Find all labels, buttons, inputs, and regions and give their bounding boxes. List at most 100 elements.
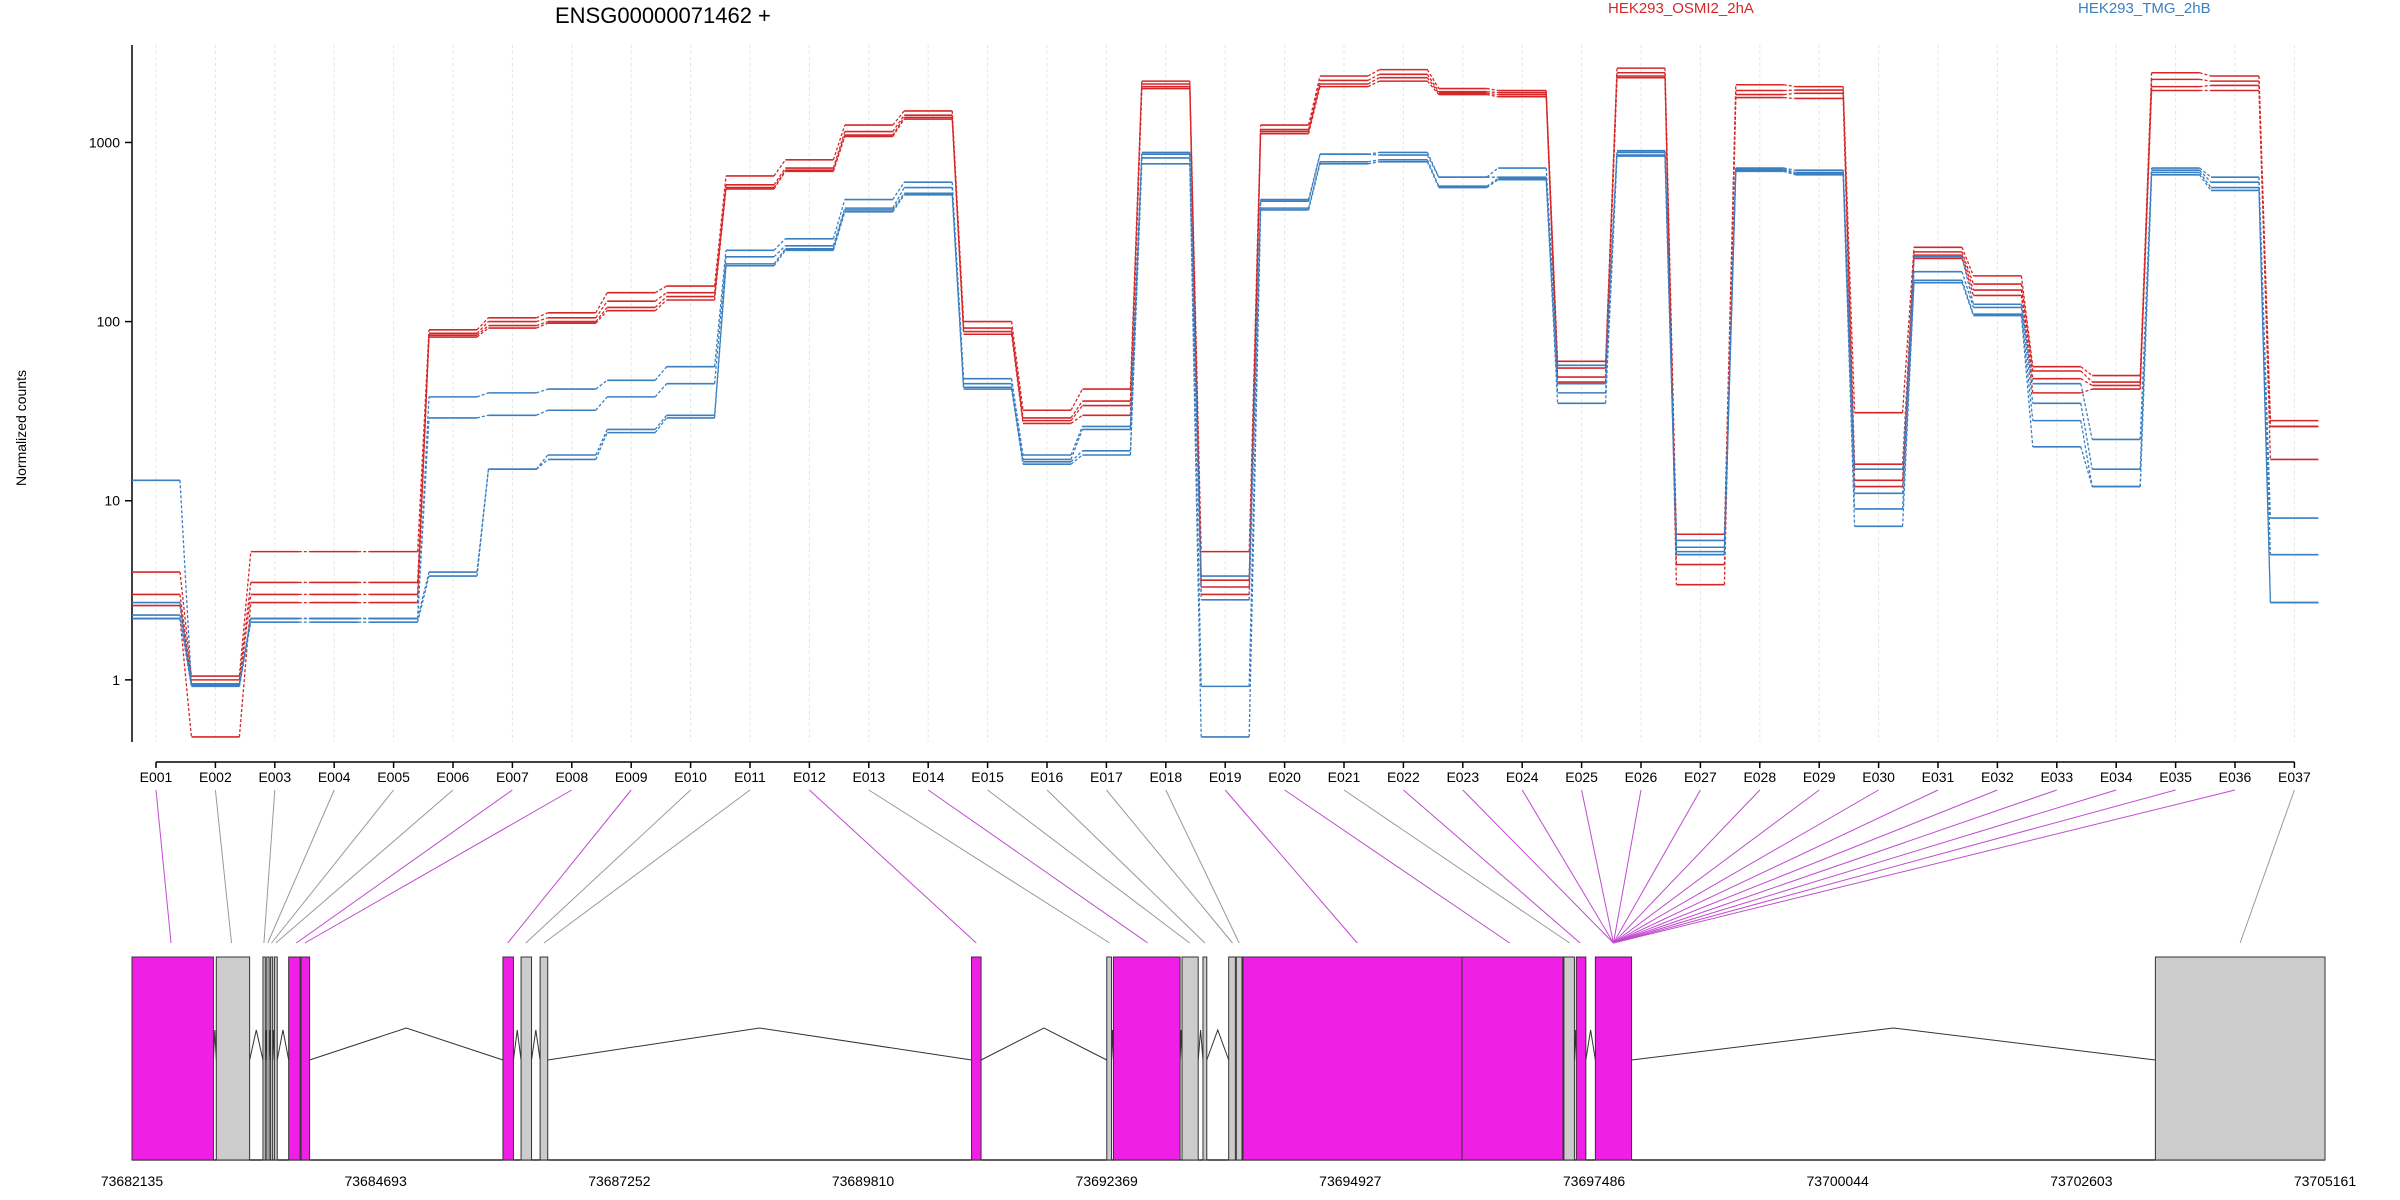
series-connector [832,136,846,172]
series-connector [2199,78,2212,82]
series-connector [2258,90,2272,427]
connector-E011 [543,789,751,944]
connector-E032 [1613,789,1998,944]
series-connector [1367,73,1380,81]
series-connector [1783,167,1796,171]
series-connector [654,292,667,302]
series-connector [892,181,905,200]
exon-label-E018: E018 [1149,769,1182,785]
series-connector [2080,370,2093,383]
series-connector [773,167,786,186]
exon-label-E022: E022 [1387,769,1420,785]
series-connector [1426,69,1440,89]
y-tick-label: 1000 [89,134,120,150]
connector-E019 [1224,789,1358,944]
series-connector [1367,77,1380,85]
intron-line [249,1029,264,1061]
series-connector [654,383,668,398]
series-connector [416,337,430,603]
series-connector [1070,400,1083,419]
exon-block-3 [266,956,270,1161]
series-connector [1010,383,1024,460]
intron-line [1197,1029,1204,1061]
connector-E007 [296,789,513,944]
series-connector [1426,80,1440,96]
series-connector [595,292,608,314]
series-connector [1723,171,1737,555]
series-connector [2139,174,2153,487]
series-connector [1367,159,1380,163]
series-connector [892,118,905,137]
series-connector [238,551,252,677]
series-connector [238,622,252,687]
series-connector [1664,156,1678,555]
series-connector [1307,80,1321,130]
series-connector [2199,169,2212,183]
series-connector [1901,280,1915,509]
intron-line [547,1027,972,1061]
y-tick-label: 1 [112,672,120,688]
connector-E006 [275,789,454,944]
series-connector [2258,190,2272,603]
series-connector [2020,295,2034,393]
exon-label-E030: E030 [1862,769,1895,785]
series-connector [595,310,608,324]
connector-E010 [525,789,691,944]
series-connector [713,250,727,367]
exon-block-16 [1228,956,1236,1161]
intron-line [1206,1028,1230,1061]
intron-line [1631,1027,2156,1061]
series-connector [1010,321,1024,411]
genomic-coordinate-label: 73692369 [1076,1173,1139,1189]
genomic-coordinate-label: 73687252 [588,1173,651,1189]
series-connector [1604,155,1618,404]
exon-label-E021: E021 [1328,769,1361,785]
series-connector [1486,92,1499,96]
series-connector [476,392,489,398]
series-connector [1189,163,1202,737]
exon-label-E006: E006 [437,769,470,785]
connector-E004 [267,789,335,944]
series-connector [536,322,549,329]
series-connector [1248,201,1262,600]
connector-E002 [214,789,233,944]
series-connector [416,575,430,623]
series-connector [179,618,193,687]
exon-label-E032: E032 [1981,769,2014,785]
series-connector [595,432,608,460]
exon-block-13 [1112,956,1181,1161]
series-connector [535,454,549,470]
exon-block-0 [131,956,214,1161]
series-connector [773,159,786,177]
series-connector [595,300,608,319]
series-connector [1486,93,1499,98]
series-connector [2080,366,2093,377]
connector-E013 [868,789,1110,944]
series-connector [536,312,549,319]
exon-block-6 [288,956,301,1161]
connector-E023 [1462,789,1614,944]
genomic-coordinate-label: 73705161 [2294,1173,2357,1189]
series-connector [951,194,965,390]
exon-block-19 [1461,956,1564,1161]
series-connector [476,325,489,336]
exon-label-E004: E004 [318,769,351,785]
series-connector [1783,169,1796,175]
exon-block-8 [502,956,514,1161]
exon-label-E017: E017 [1090,769,1123,785]
exon-label-E014: E014 [912,769,945,785]
exon-block-1 [215,956,251,1161]
connector-E024 [1521,789,1614,944]
series-connector [1783,92,1796,96]
exon-label-E011: E011 [734,769,766,785]
series-connector [1842,90,1856,465]
series-connector [2020,275,2034,367]
exon-block-10 [539,956,549,1161]
series-connector [1189,157,1202,687]
connector-E018 [1165,789,1240,944]
series-connector [2258,81,2272,427]
series-connector [892,192,905,211]
series-connector [2080,446,2093,487]
exon-label-E023: E023 [1446,769,1479,785]
